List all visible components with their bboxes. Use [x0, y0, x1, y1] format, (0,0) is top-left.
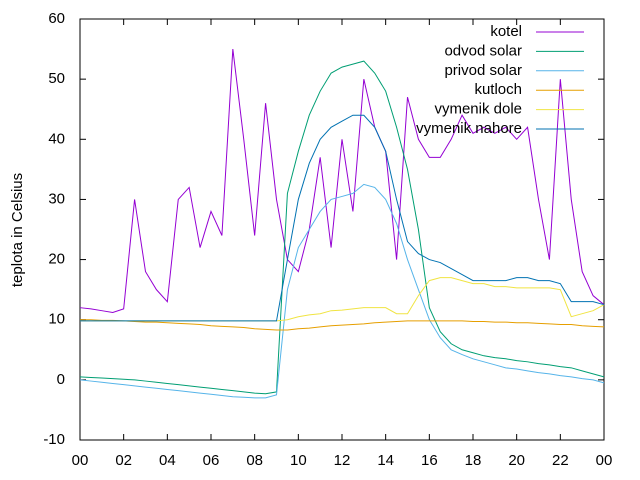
- x-tick-label: 00: [72, 452, 89, 469]
- legend-label: privod solar: [444, 62, 522, 79]
- y-tick-label: 20: [48, 251, 65, 268]
- y-axis-label: teplota in Celsius: [9, 173, 26, 287]
- x-tick-label: 16: [421, 452, 438, 469]
- x-tick-label: 18: [465, 452, 482, 469]
- series-line: [80, 277, 605, 322]
- x-tick-label: 02: [115, 452, 132, 469]
- y-tick-label: 50: [48, 70, 65, 87]
- legend-label: vymenik nahore: [416, 120, 522, 137]
- y-tick-label: 10: [48, 311, 65, 328]
- x-tick-label: 14: [377, 452, 394, 469]
- legend-label: vymenik dole: [434, 101, 522, 118]
- x-tick-label: 10: [290, 452, 307, 469]
- y-tick-label: 60: [48, 10, 65, 27]
- y-tick-label: 0: [57, 371, 65, 388]
- x-tick-label: 20: [508, 452, 525, 469]
- series-line: [80, 319, 605, 331]
- x-tick-label: 04: [159, 452, 176, 469]
- legend-label: kutloch: [474, 81, 522, 98]
- y-tick-label: 30: [48, 190, 65, 207]
- legend-label: odvod solar: [444, 42, 522, 59]
- series-line: [79, 183, 605, 399]
- plot-frame: [79, 18, 605, 441]
- y-tick-label: -10: [43, 431, 65, 448]
- x-tick-label: 08: [246, 452, 263, 469]
- x-tick-label: 00: [596, 452, 613, 469]
- series-line: [79, 49, 605, 314]
- x-tick-label: 12: [334, 452, 351, 469]
- x-tick-label: 22: [552, 452, 569, 469]
- x-tick-label: 06: [203, 452, 220, 469]
- series-line: [79, 60, 605, 395]
- legend-label: kotel: [490, 23, 522, 40]
- series-line: [80, 114, 605, 322]
- y-tick-label: 40: [48, 130, 65, 147]
